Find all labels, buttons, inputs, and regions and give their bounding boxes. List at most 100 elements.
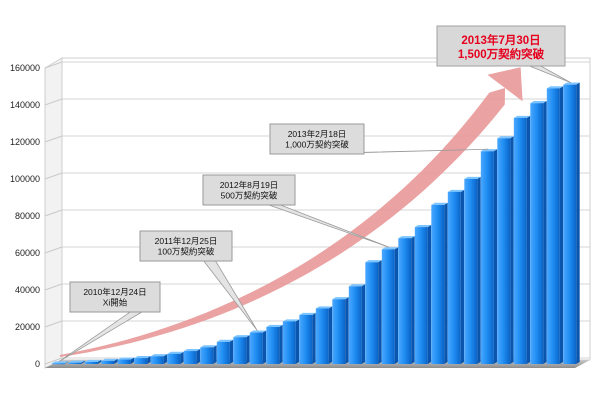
bar-side [114, 358, 118, 364]
callout-box [139, 230, 233, 262]
callout-text: 500万契約突破 [221, 191, 278, 201]
bar-front [513, 117, 527, 364]
callout-box [269, 123, 365, 155]
bar-side [510, 136, 514, 364]
callout-text: 2010年12月24日 [83, 287, 146, 297]
bar [200, 345, 217, 364]
gridline-diag [44, 98, 63, 106]
bar [183, 348, 201, 364]
bar [134, 355, 151, 364]
gridline-diag [44, 283, 63, 291]
callout-text: 2012年8月19日 [220, 180, 279, 190]
bar-top [414, 225, 432, 228]
bar-top [348, 284, 366, 287]
bar-side [64, 361, 69, 364]
bar-side [180, 351, 184, 364]
bar-front [365, 262, 379, 364]
callout-text: Xi開始 [103, 298, 128, 308]
bar-top [513, 115, 531, 118]
callout-text: 1,000万契約突破 [285, 140, 349, 150]
callout-text: 100万契約突破 [158, 247, 215, 257]
bar-side [279, 324, 283, 364]
bar-top [216, 339, 234, 342]
bar-top [398, 236, 415, 239]
bar-front [414, 227, 428, 364]
bar-top [84, 359, 102, 362]
bar-front [134, 358, 148, 364]
y-tick-label: 40000 [15, 285, 40, 295]
y-tick-label: 60000 [15, 248, 40, 258]
gridline-diag [44, 172, 63, 180]
bar-front [101, 360, 115, 364]
y-tick-label: 0 [35, 359, 40, 369]
bar-front [315, 308, 329, 364]
bar-top [546, 86, 564, 89]
bar-side [81, 360, 85, 364]
bar-top [183, 348, 201, 352]
bar [249, 330, 267, 364]
callout-text: 2011年12月25日 [155, 236, 218, 246]
callout-box [202, 174, 296, 206]
bar-front [546, 88, 560, 364]
bar-front [530, 103, 544, 365]
bar-top [530, 101, 547, 104]
bar [414, 225, 432, 364]
bar-front [68, 362, 82, 364]
bar-front [266, 327, 280, 364]
callout-text: 2013年7月30日 [461, 33, 540, 47]
bar-side [328, 306, 333, 364]
bar-side [130, 357, 135, 364]
bar-side [97, 359, 102, 364]
bar [84, 359, 102, 364]
bar-top [117, 357, 135, 360]
bar-top [282, 319, 300, 322]
bar-side [526, 115, 531, 364]
bar [563, 82, 580, 365]
bar [447, 189, 465, 364]
bar-top [563, 82, 580, 85]
bar-front [464, 179, 478, 364]
bar [167, 351, 184, 364]
bar-front [51, 363, 65, 365]
bar [530, 101, 547, 365]
bar [381, 247, 399, 364]
y-axis-ticks: 0 20000 40000 60000 80000 100000 120000 140000 1… [10, 63, 40, 369]
bar-top [200, 345, 217, 348]
bar-side [427, 225, 432, 364]
callouts-layer: 2010年12月24日Xi開始2011年12月25日100万契約突破2012年8… [59, 25, 571, 362]
bar-top [315, 306, 333, 309]
bar-top [266, 324, 283, 327]
bar [332, 297, 349, 364]
bar [233, 335, 250, 364]
bar-front [447, 191, 461, 364]
bar-front [183, 351, 197, 364]
bar-front [167, 353, 181, 364]
bar-front [282, 321, 296, 364]
bar [51, 361, 69, 365]
bar-front [563, 84, 577, 365]
bar-front [348, 286, 362, 364]
bar [365, 260, 382, 364]
bar-side [576, 82, 580, 365]
bar-top [101, 358, 118, 361]
bar-front [117, 359, 131, 364]
bar-side [147, 355, 151, 364]
bar-front [84, 361, 98, 364]
bar-side [229, 339, 234, 364]
bar-front [249, 332, 263, 364]
bar-top [497, 136, 514, 139]
callout-text: 2013年2月18日 [288, 129, 347, 139]
bar [299, 312, 316, 364]
bar-side [543, 101, 547, 365]
bar-top [51, 361, 69, 364]
bar-front [216, 341, 230, 364]
bar-side [262, 330, 267, 364]
y-tick-label: 140000 [10, 100, 40, 110]
bar-top [299, 312, 316, 315]
gridline-diag [44, 209, 63, 217]
bar-side [559, 86, 564, 364]
